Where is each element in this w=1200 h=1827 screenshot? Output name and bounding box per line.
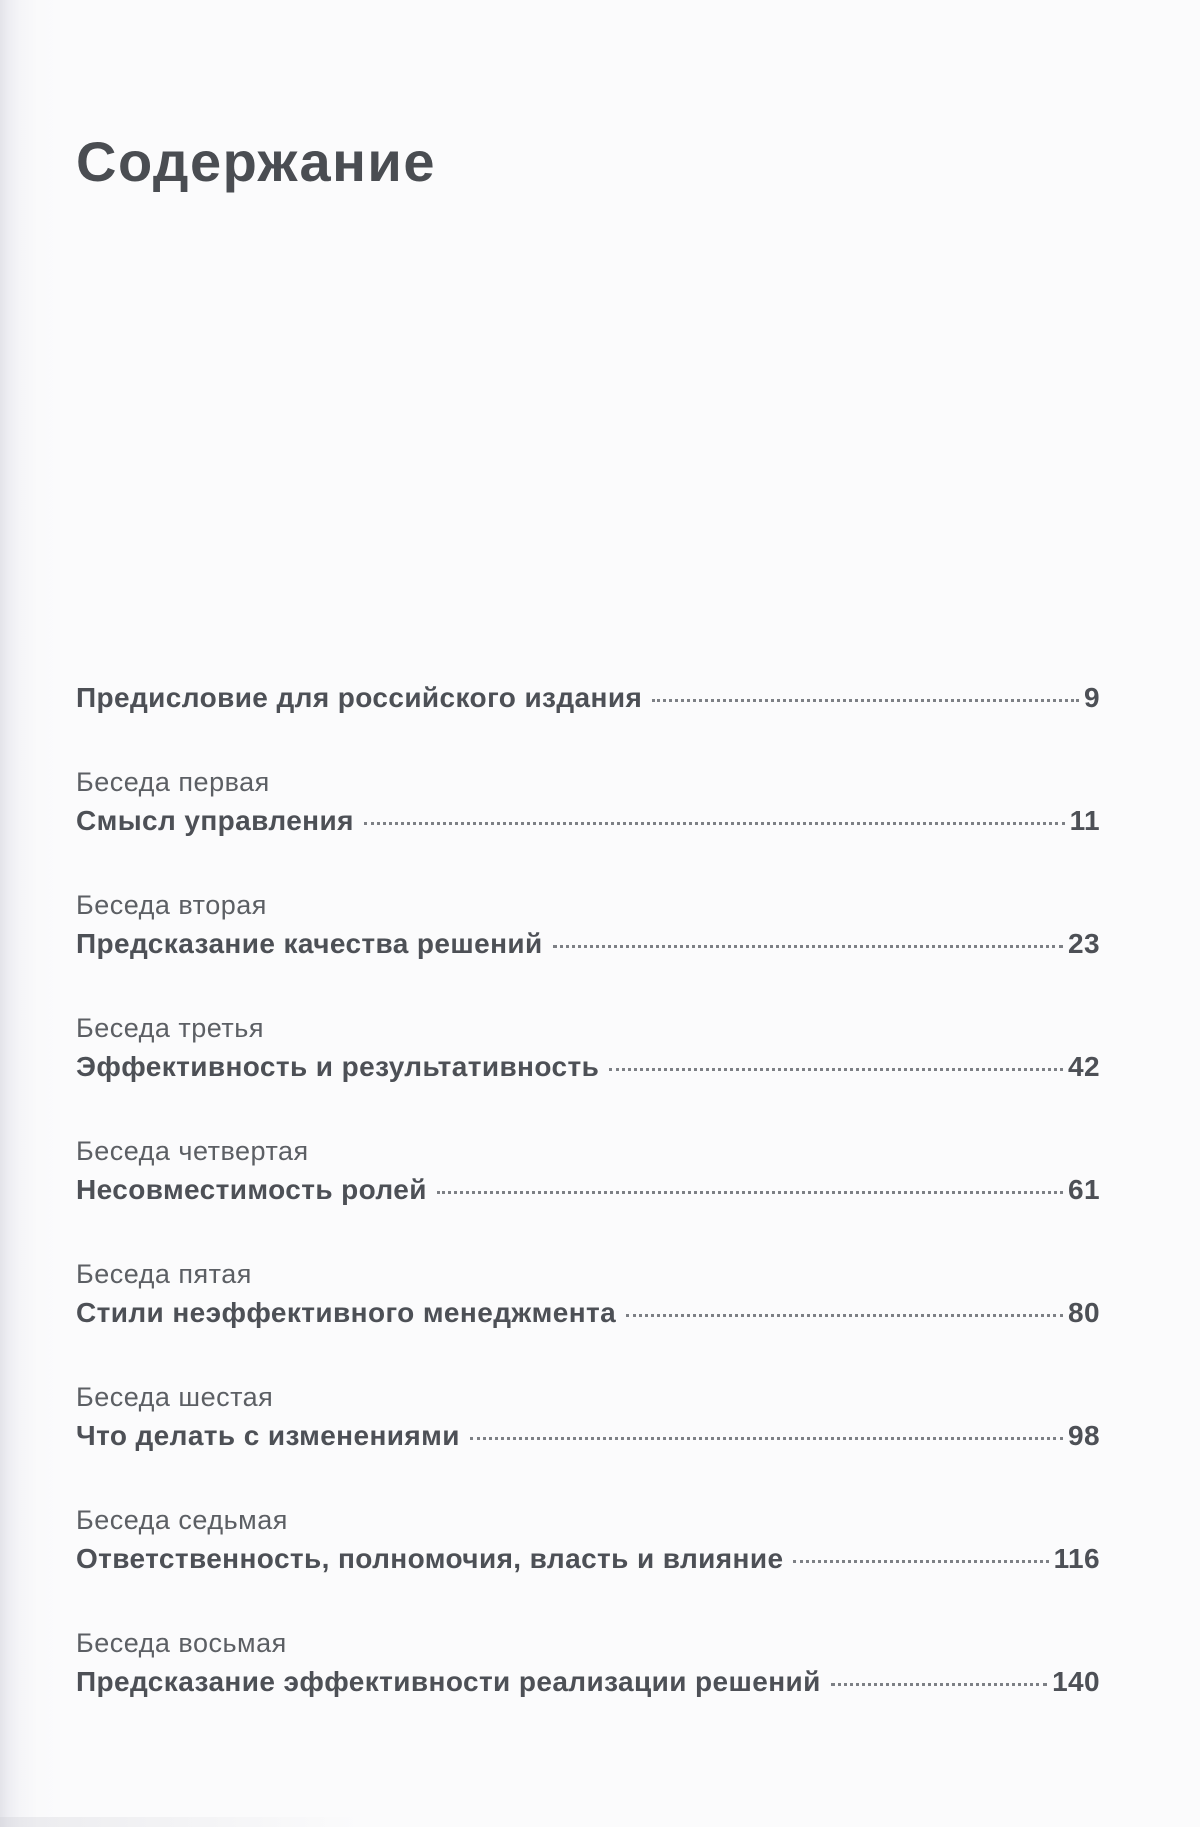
toc-entry-page-number: 23	[1068, 928, 1100, 959]
dot-leader	[436, 1191, 1064, 1194]
dot-leader	[793, 1560, 1049, 1563]
toc-entry-row: Предсказание эффективности реализации ре…	[76, 1662, 1100, 1702]
dot-leader	[626, 1314, 1064, 1317]
toc-entry-chapter-label: Беседа шестая	[76, 1382, 274, 1412]
toc-entry-row: Предисловие для российского издания 9	[76, 678, 1100, 718]
toc-entry-title: Ответственность, полномочия, власть и вл…	[76, 1543, 784, 1574]
toc-entry-row: Несовместимость ролей 61	[76, 1170, 1100, 1210]
toc-entry: Беседа восьмая Предсказание эффективност…	[76, 1624, 1100, 1702]
dot-leader	[652, 699, 1080, 702]
toc-entry-title: Стили неэффективного менеджмента	[76, 1297, 617, 1328]
toc-entry-row: Ответственность, полномочия, власть и вл…	[76, 1539, 1100, 1579]
toc-entry-chapter-label: Беседа третья	[76, 1013, 264, 1043]
toc-entry-row: Предсказание качества решений 23	[76, 924, 1100, 964]
toc-entry-title: Предсказание качества решений	[76, 928, 543, 959]
toc-entry-chapter-label: Беседа четвертая	[76, 1136, 309, 1166]
toc-entry: Беседа третья Эффективность и результати…	[76, 1009, 1100, 1087]
toc-entry-chapter-label: Беседа первая	[76, 767, 270, 797]
toc-entry-page-number: 116	[1053, 1543, 1100, 1574]
toc-entry-page-number: 61	[1068, 1174, 1100, 1205]
dot-leader	[363, 822, 1065, 825]
toc-entry-page-number: 98	[1068, 1420, 1100, 1451]
toc-entry-page-number: 11	[1069, 805, 1100, 836]
toc-entry: Беседа вторая Предсказание качества реше…	[76, 886, 1100, 964]
toc-entry-row: Смысл управления 11	[76, 801, 1100, 841]
toc-entry-page-number: 42	[1068, 1051, 1100, 1082]
dot-leader	[830, 1683, 1048, 1686]
toc-entry-chapter-label: Беседа пятая	[76, 1259, 252, 1289]
toc-entry-title: Эффективность и результативность	[76, 1051, 600, 1082]
toc-entry: Предисловие для российского издания 9	[76, 678, 1100, 718]
toc-entry-chapter-label: Беседа седьмая	[76, 1505, 288, 1535]
toc-entry-chapter-label: Беседа вторая	[76, 890, 267, 920]
toc-entry-page-number: 140	[1052, 1666, 1100, 1697]
toc-entry-title: Предисловие для российского издания	[76, 682, 643, 713]
page-title: Содержание	[76, 130, 436, 193]
toc-entry-title: Предсказание эффективности реализации ре…	[76, 1666, 821, 1697]
toc-entry-chapter-label: Беседа восьмая	[76, 1628, 287, 1658]
toc-entry: Беседа седьмая Ответственность, полномоч…	[76, 1501, 1100, 1579]
table-of-contents: Предисловие для российского издания 9 Бе…	[76, 678, 1100, 1702]
toc-entry-title: Смысл управления	[76, 805, 354, 836]
toc-entry: Беседа шестая Что делать с изменениями 9…	[76, 1378, 1100, 1456]
dot-leader	[609, 1068, 1064, 1071]
toc-entry-page-number: 80	[1068, 1297, 1100, 1328]
toc-entry-title: Что делать с изменениями	[76, 1420, 460, 1451]
dot-leader	[552, 945, 1064, 948]
toc-entry-row: Эффективность и результативность 42	[76, 1047, 1100, 1087]
toc-entry: Беседа четвертая Несовместимость ролей 6…	[76, 1132, 1100, 1210]
toc-entry: Беседа первая Смысл управления 11	[76, 763, 1100, 841]
toc-entry: Беседа пятая Стили неэффективного менедж…	[76, 1255, 1100, 1333]
toc-entry-page-number: 9	[1084, 682, 1100, 713]
toc-entry-title: Несовместимость ролей	[76, 1174, 427, 1205]
toc-entry-row: Что делать с изменениями 98	[76, 1416, 1100, 1456]
dot-leader	[469, 1437, 1064, 1440]
toc-entry-row: Стили неэффективного менеджмента 80	[76, 1293, 1100, 1333]
